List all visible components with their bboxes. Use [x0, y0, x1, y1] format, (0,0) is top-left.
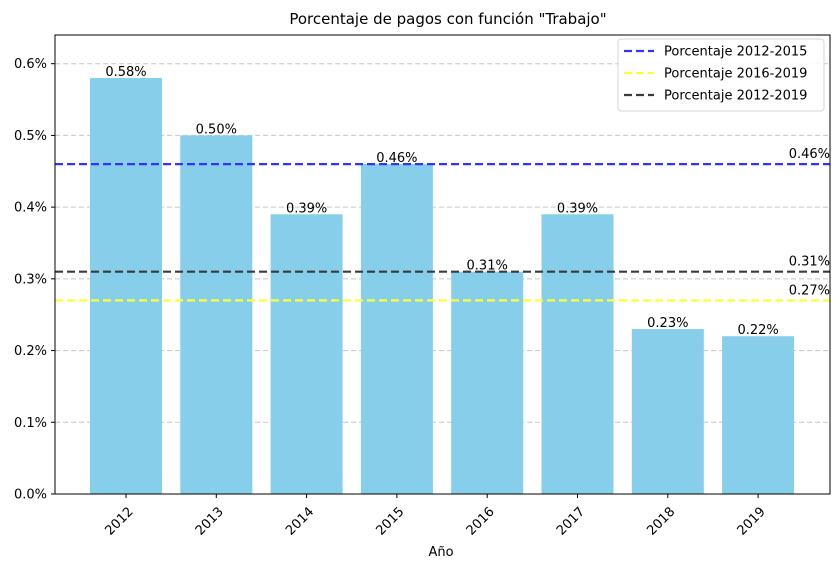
legend-box — [617, 38, 825, 112]
x-tick-label-2013: 2013 — [193, 505, 227, 539]
y-tick-label: 0.1% — [14, 416, 47, 431]
data-label-2012: 0.58% — [105, 65, 146, 80]
bar-2012 — [90, 78, 162, 494]
bar-2014 — [270, 214, 343, 494]
x-axis-label: Año — [428, 545, 453, 560]
bar-2017 — [541, 214, 614, 494]
x-tick-label-2012: 2012 — [103, 505, 137, 539]
data-label-2019: 0.22% — [737, 323, 778, 338]
data-label-2018: 0.23% — [647, 316, 688, 331]
x-tick-label-2015: 2015 — [373, 505, 407, 539]
data-label-2013: 0.50% — [196, 122, 237, 137]
reference-lines: 0.46% 0.27% 0.31% — [55, 147, 830, 302]
data-labels: 0.58% 0.50% 0.39% 0.46% 0.31% 0.39% 0.23% 0.22% — [105, 65, 778, 338]
y-tick-label: 0.2% — [14, 344, 47, 359]
data-label-2014: 0.39% — [286, 201, 327, 216]
bars-group — [90, 78, 795, 494]
data-label-2016: 0.31% — [467, 259, 508, 274]
bar-2018 — [631, 329, 704, 494]
y-tick-label: 0.5% — [14, 129, 47, 144]
y-tick-label: 0.3% — [14, 272, 47, 287]
legend-entry-1: Porcentaje 2012-2015 — [664, 45, 807, 60]
x-tick-label-2018: 2018 — [644, 505, 678, 539]
y-tick-label: 0.4% — [14, 201, 47, 216]
legend-entry-3: Porcentaje 2012-2019 — [664, 89, 807, 104]
x-tick-label-2016: 2016 — [464, 505, 498, 539]
plot-frame — [54, 34, 831, 495]
x-tick-label-2017: 2017 — [554, 505, 588, 539]
reference-label-3: 0.31% — [789, 255, 830, 270]
legend: Porcentaje 2012-2015 Porcentaje 2016-2019… — [617, 38, 825, 112]
bar-2015 — [360, 164, 433, 494]
bar-2013 — [180, 135, 253, 494]
data-label-2017: 0.39% — [557, 201, 598, 216]
y-tick-label: 0.6% — [14, 57, 47, 72]
bar-2016 — [451, 271, 524, 494]
y-tick-label: 0.0% — [14, 488, 47, 503]
data-label-2015: 0.46% — [376, 151, 417, 166]
chart-title: Porcentaje de pagos con función "Trabajo… — [289, 10, 606, 28]
reference-label-1: 0.46% — [789, 147, 830, 162]
x-tick-label-2019: 2019 — [735, 505, 769, 539]
x-tick-label-2014: 2014 — [283, 505, 317, 539]
grid-lines — [55, 63, 830, 423]
legend-entry-2: Porcentaje 2016-2019 — [664, 67, 807, 82]
bar-2019 — [722, 336, 795, 494]
reference-label-2: 0.27% — [789, 283, 830, 298]
